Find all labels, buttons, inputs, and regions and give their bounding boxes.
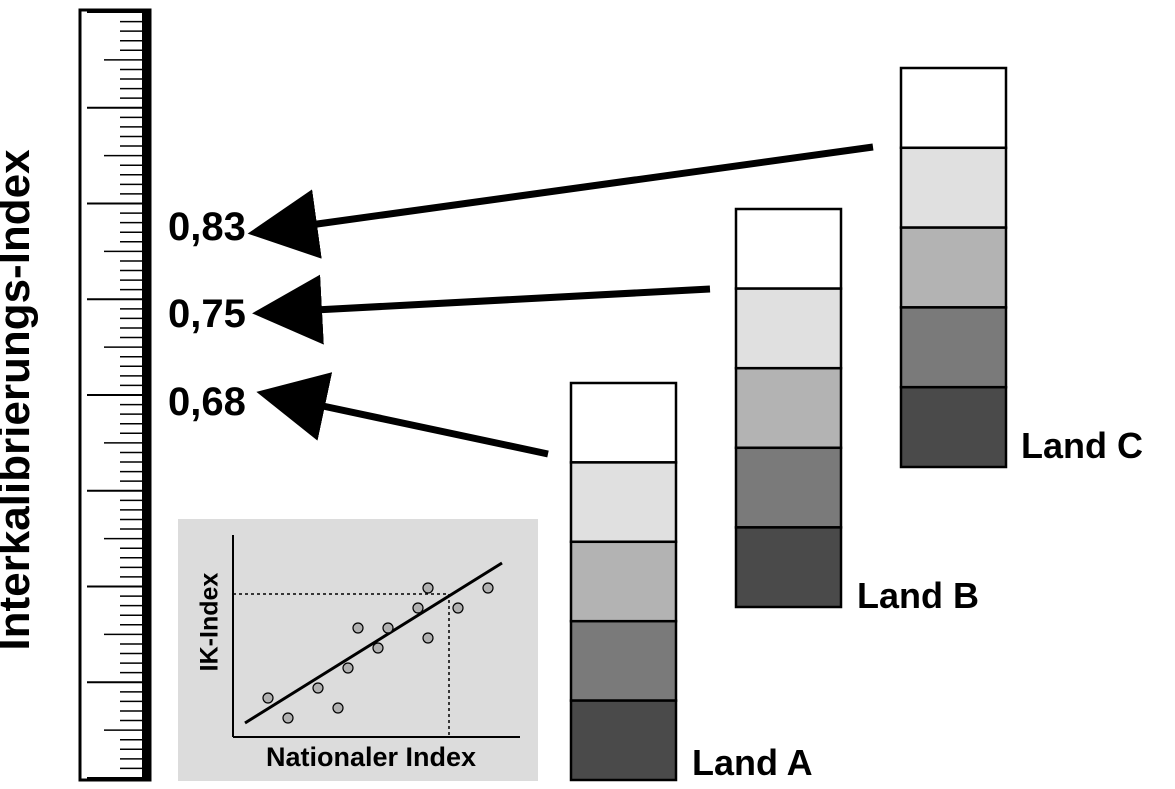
inset-data-point xyxy=(452,602,464,614)
land-b-class-segment xyxy=(734,207,843,290)
land-c-class-bar xyxy=(899,66,1008,469)
land-a-class-segment xyxy=(569,699,678,782)
land-b-class-segment xyxy=(734,287,843,370)
index-value-land-a: 0,68 xyxy=(168,380,246,424)
inset-data-point xyxy=(282,712,294,724)
inset-data-point xyxy=(262,692,274,704)
land-a-class-segment xyxy=(569,381,678,464)
land-c-class-segment xyxy=(899,306,1008,389)
land-c-label: Land C xyxy=(1021,425,1143,466)
inset-data-point xyxy=(412,602,424,614)
land-a-class-segment xyxy=(569,540,678,623)
inset-data-points xyxy=(262,582,494,724)
arrow-land-b-to-0-75 xyxy=(252,274,711,345)
land-b-label: Land B xyxy=(857,575,979,616)
inset-data-point xyxy=(422,632,434,644)
inset-x-label: Nationaler Index xyxy=(266,742,477,772)
land-c-class-segment xyxy=(899,66,1008,150)
ruler-scale xyxy=(78,8,152,782)
index-value-land-b: 0,75 xyxy=(168,292,246,336)
inset-data-point xyxy=(422,582,434,594)
inset-data-point xyxy=(332,702,344,714)
land-c-class-segment xyxy=(899,226,1008,309)
land-a-class-segment xyxy=(569,461,678,544)
land-a-label: Land A xyxy=(692,742,813,783)
inset-data-point xyxy=(312,682,324,694)
inset-data-point xyxy=(372,642,384,654)
inset-regression-line xyxy=(244,561,503,725)
land-b-class-segment xyxy=(734,446,843,529)
land-b-class-bar xyxy=(734,207,843,609)
arrow-land-c-to-0-83 xyxy=(247,143,874,259)
arrow-land-a-to-0-68 xyxy=(256,372,549,458)
land-b-class-segment xyxy=(734,526,843,609)
inset-data-point xyxy=(342,662,354,674)
inset-data-point xyxy=(352,622,364,634)
land-a-class-bar xyxy=(569,381,678,782)
land-a-class-segment xyxy=(569,619,678,702)
inset-y-label-text: IK-Index xyxy=(195,572,224,672)
inset-data-point xyxy=(482,582,494,594)
land-c-class-segment xyxy=(899,385,1008,469)
inset-data-point xyxy=(382,622,394,634)
index-value-land-c: 0,83 xyxy=(168,205,246,249)
